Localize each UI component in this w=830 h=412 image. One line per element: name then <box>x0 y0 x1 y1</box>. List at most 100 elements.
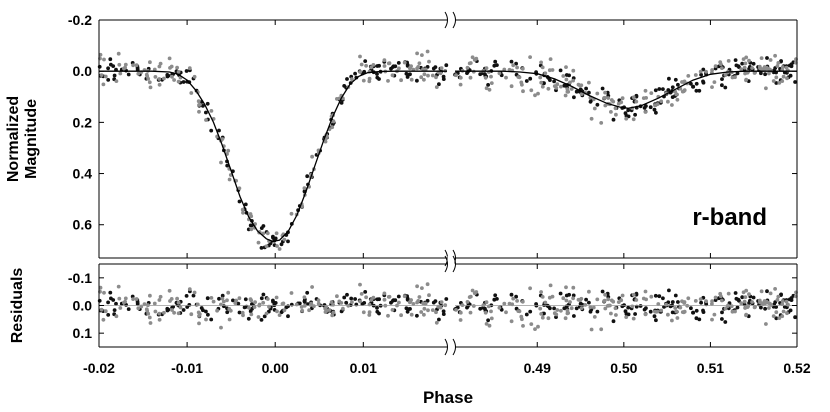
data-point <box>602 95 607 100</box>
residual-point <box>219 325 223 330</box>
residual-point <box>743 306 747 310</box>
residual-point <box>176 300 181 305</box>
residual-point <box>785 311 789 316</box>
axis-break-mark <box>444 11 448 29</box>
residual-point <box>426 308 430 313</box>
residual-point <box>603 292 607 297</box>
residual-point <box>427 293 431 298</box>
residual-point <box>117 296 122 301</box>
y-tick-label: 0.2 <box>73 114 93 130</box>
residual-point <box>667 288 671 293</box>
residual-point <box>712 312 717 317</box>
residual-point <box>454 308 458 312</box>
residual-point <box>114 301 118 306</box>
residual-point <box>678 305 683 310</box>
data-point <box>739 67 744 72</box>
residual-point <box>225 310 230 315</box>
residual-point <box>600 289 605 294</box>
data-point <box>571 78 575 83</box>
data-point <box>514 61 518 66</box>
residual-point <box>204 309 208 314</box>
data-point <box>631 95 636 100</box>
data-point <box>509 84 514 89</box>
residual-point <box>775 298 780 302</box>
y-axis-title: Magnitude <box>23 99 40 179</box>
data-point <box>439 66 444 71</box>
residual-point <box>507 301 512 306</box>
y-tick-label: 0.0 <box>73 63 93 79</box>
data-point <box>350 77 354 82</box>
residual-point <box>572 314 576 318</box>
data-point <box>720 83 724 88</box>
data-point <box>170 74 174 79</box>
data-point <box>382 58 387 63</box>
residual-point <box>733 291 738 295</box>
axis-break-mark <box>452 11 456 29</box>
residual-point <box>211 299 216 304</box>
residual-point <box>657 294 662 299</box>
data-point <box>515 65 519 70</box>
residual-point <box>225 298 229 303</box>
y-tick-label: 0.4 <box>73 166 93 182</box>
residual-point <box>221 299 226 304</box>
residual-point <box>648 309 653 314</box>
axis-break-mark <box>444 255 448 273</box>
residual-point <box>375 306 379 310</box>
residual-point <box>666 312 670 317</box>
data-point <box>659 99 664 104</box>
data-point <box>157 82 162 87</box>
residual-point <box>227 307 232 311</box>
residual-point <box>302 300 307 304</box>
residual-point <box>571 285 576 290</box>
residual-point <box>197 314 201 318</box>
data-point <box>751 61 756 66</box>
residual-point <box>697 317 702 322</box>
data-point <box>489 74 493 79</box>
residual-point <box>330 313 335 318</box>
residual-point <box>184 294 189 298</box>
data-point <box>167 56 172 61</box>
residual-point <box>774 310 779 315</box>
data-point <box>158 61 163 66</box>
residual-point <box>458 310 463 315</box>
data-point <box>441 74 446 79</box>
residual-point <box>339 301 344 305</box>
data-point <box>771 79 776 83</box>
residual-point <box>579 302 583 306</box>
residual-point <box>181 308 186 312</box>
data-point <box>539 80 544 85</box>
residual-point <box>776 294 781 299</box>
residual-point <box>514 294 518 299</box>
data-point <box>701 79 705 84</box>
residual-point <box>747 292 751 297</box>
data-point <box>694 88 699 93</box>
data-point <box>421 67 425 71</box>
data-point <box>126 72 131 77</box>
axes-frame-layer <box>98 11 798 356</box>
residual-point <box>126 307 131 311</box>
residual-point <box>259 318 264 322</box>
data-point <box>102 57 106 62</box>
data-point <box>694 81 699 86</box>
residual-point <box>172 310 177 315</box>
data-point <box>122 66 126 71</box>
data-point <box>433 65 438 69</box>
residual-point <box>694 316 699 321</box>
data-point <box>764 86 768 91</box>
residual-point <box>564 285 568 290</box>
residual-point <box>240 310 245 315</box>
residual-point <box>744 312 749 317</box>
data-point <box>109 62 113 67</box>
residual-point <box>220 293 225 298</box>
data-point <box>686 74 691 78</box>
residual-point <box>422 312 426 317</box>
x-tick-label: 0.52 <box>783 360 810 376</box>
data-point <box>98 52 103 57</box>
data-point <box>176 70 181 74</box>
residual-point <box>771 314 776 318</box>
data-point <box>548 57 553 61</box>
data-point <box>181 80 186 84</box>
data-point <box>472 58 477 62</box>
residual-point <box>277 313 282 317</box>
data-point <box>390 73 395 78</box>
